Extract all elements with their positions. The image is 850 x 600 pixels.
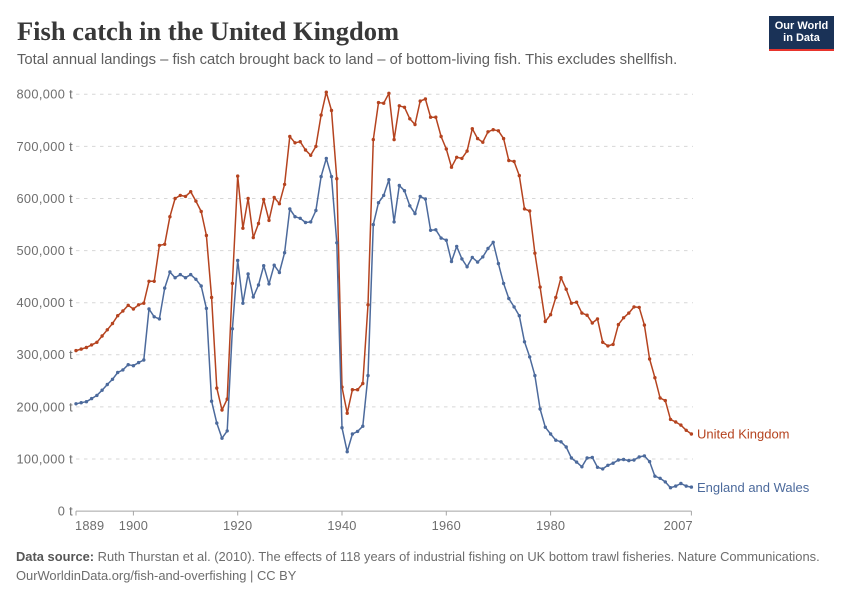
svg-text:700,000 t: 700,000 t xyxy=(16,139,73,154)
svg-text:United Kingdom: United Kingdom xyxy=(697,427,790,442)
svg-text:1889: 1889 xyxy=(75,518,104,533)
svg-text:400,000 t: 400,000 t xyxy=(16,295,73,310)
svg-text:100,000 t: 100,000 t xyxy=(16,451,73,466)
svg-text:300,000 t: 300,000 t xyxy=(16,347,73,362)
svg-text:1960: 1960 xyxy=(432,518,461,533)
svg-text:800,000 t: 800,000 t xyxy=(16,87,73,102)
svg-text:England and Wales: England and Wales xyxy=(697,480,810,495)
svg-text:1980: 1980 xyxy=(536,518,565,533)
svg-text:1900: 1900 xyxy=(119,518,148,533)
svg-text:0 t: 0 t xyxy=(58,504,73,519)
svg-text:1940: 1940 xyxy=(327,518,356,533)
svg-text:200,000 t: 200,000 t xyxy=(16,399,73,414)
svg-text:2007: 2007 xyxy=(664,518,693,533)
svg-text:600,000 t: 600,000 t xyxy=(16,191,73,206)
svg-text:500,000 t: 500,000 t xyxy=(16,243,73,258)
svg-text:1920: 1920 xyxy=(223,518,252,533)
